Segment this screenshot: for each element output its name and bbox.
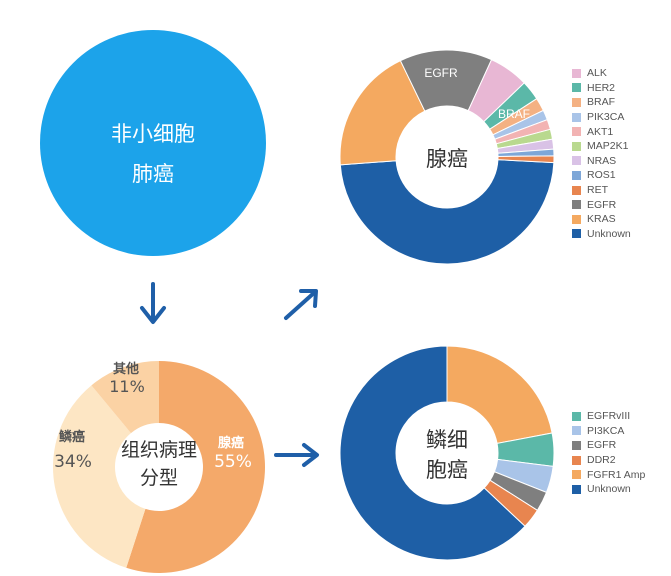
squamous-legend-item: Unknown (572, 482, 645, 497)
adeno-legend-swatch (572, 214, 581, 224)
squamous-legend-item: DDR2 (572, 453, 645, 468)
adeno-legend: ALK HER2 BRAF PIK3CA AKT1 MAP2K1 NRAS ROS1 RET EG… (572, 66, 631, 241)
other-slice-name: 其他 (113, 361, 139, 377)
adeno-legend-item: ROS1 (572, 168, 631, 183)
squamous-legend-swatch (572, 411, 581, 421)
squamous-legend-swatch (572, 470, 581, 480)
arrow-down-icon (140, 282, 166, 324)
squamous-legend-swatch (572, 440, 581, 450)
adeno-slice-percent: 55% (214, 452, 252, 472)
adeno-mutation-donut (339, 49, 555, 265)
adeno-legend-label: ROS1 (587, 169, 616, 182)
adeno-legend-swatch (572, 97, 581, 107)
arrow-right-icon (274, 443, 319, 467)
adeno-legend-label: Unknown (587, 227, 631, 240)
squamous-legend-item: PI3KCA (572, 424, 645, 439)
slice-other (91, 361, 159, 434)
squamous-legend-swatch (572, 455, 581, 465)
adeno-legend-swatch (572, 156, 581, 166)
adeno-legend-swatch (572, 112, 581, 122)
adeno-legend-item: PIK3CA (572, 110, 631, 125)
squamous-center-line2: 胞癌 (426, 458, 468, 482)
adeno-legend-swatch (572, 83, 581, 93)
squamous-slice-unknown (339, 345, 526, 561)
squamous-legend-item: EGFR (572, 438, 645, 453)
adeno-legend-label: BRAF (587, 96, 616, 109)
squamous-legend-label: Unknown (587, 483, 631, 496)
adeno-egfr-label: EGFR (424, 66, 458, 80)
adeno-legend-label: ALK (587, 67, 607, 80)
nsclc-label-line1: 非小细胞 (111, 122, 195, 146)
adeno-legend-swatch (572, 229, 581, 239)
adeno-center-label: 腺癌 (426, 147, 468, 171)
adeno-legend-item: ALK (572, 66, 631, 81)
adeno-legend-label: RET (587, 184, 608, 197)
adeno-slice-ret (497, 155, 555, 164)
adeno-legend-swatch (572, 200, 581, 210)
adeno-legend-swatch (572, 141, 581, 151)
histology-center-line2: 分型 (140, 467, 178, 489)
adeno-legend-label: HER2 (587, 81, 616, 94)
squamous-legend-label: EGFRvIII (587, 410, 631, 423)
squamous-slice-fgfr1-amp (446, 345, 553, 445)
adeno-legend-item: NRAS (572, 154, 631, 169)
adeno-legend-label: KRAS (587, 213, 616, 226)
other-slice-percent: 11% (109, 377, 145, 396)
squamous-legend: EGFRvIII PI3KCA EGFR DDR2 FGFR1 Amp Unknown (572, 409, 645, 497)
adeno-legend-label: PIK3CA (587, 111, 625, 124)
adeno-legend-item: BRAF (572, 95, 631, 110)
nsclc-label-line2: 肺癌 (132, 162, 174, 186)
adeno-slice-name: 腺癌 (218, 435, 244, 451)
squamous-slice-name: 鳞癌 (59, 429, 85, 445)
squamous-legend-swatch (572, 484, 581, 494)
adeno-legend-swatch (572, 185, 581, 195)
adeno-legend-swatch (572, 170, 581, 180)
adeno-legend-item: HER2 (572, 81, 631, 96)
squamous-legend-label: DDR2 (587, 454, 616, 467)
histology-center-line1: 组织病理 (121, 439, 197, 461)
adeno-legend-swatch (572, 127, 581, 137)
adeno-legend-label: NRAS (587, 154, 617, 167)
adeno-braf-label: BRAF (498, 107, 530, 121)
adeno-legend-label: MAP2K1 (587, 140, 629, 153)
adeno-legend-label: EGFR (587, 198, 617, 211)
squamous-slice-percent: 34% (54, 452, 92, 472)
nsclc-circle (40, 30, 266, 256)
adeno-legend-item: RET (572, 183, 631, 198)
squamous-legend-label: FGFR1 Amp (587, 468, 646, 481)
arrow-up-right-icon (284, 289, 318, 320)
adeno-slice-unknown (339, 159, 555, 265)
adeno-legend-item: AKT1 (572, 124, 631, 139)
adeno-legend-item: MAP2K1 (572, 139, 631, 154)
adeno-legend-item: EGFR (572, 197, 631, 212)
squamous-legend-item: EGFRvIII (572, 409, 645, 424)
slice-squamous (52, 385, 146, 568)
adeno-legend-item: KRAS (572, 212, 631, 227)
histology-donut (52, 361, 265, 574)
adeno-legend-swatch (572, 68, 581, 78)
squamous-mutation-donut (339, 345, 555, 561)
squamous-legend-item: FGFR1 Amp (572, 467, 645, 482)
squamous-legend-label: PI3KCA (587, 424, 625, 437)
squamous-legend-swatch (572, 426, 581, 436)
squamous-center-line1: 鳞细 (426, 428, 468, 452)
adeno-legend-label: AKT1 (587, 125, 614, 138)
adeno-legend-item: Unknown (572, 227, 631, 242)
squamous-legend-label: EGFR (587, 439, 617, 452)
slice-adeno (126, 361, 265, 574)
